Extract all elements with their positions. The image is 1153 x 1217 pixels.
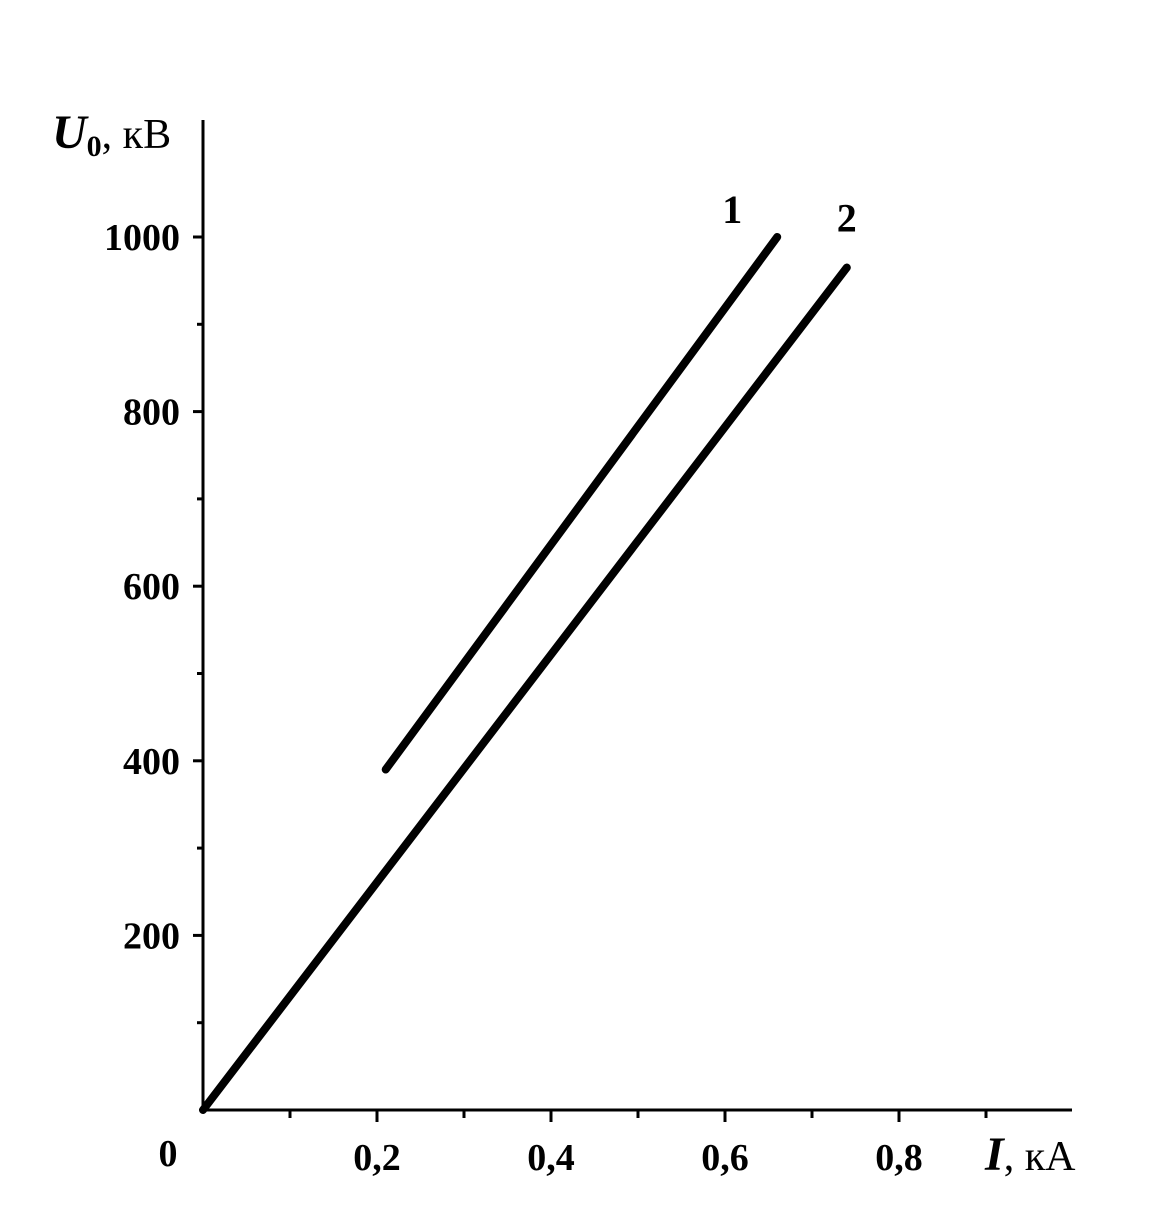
y-tick-label: 1000	[104, 217, 180, 259]
x-axis-symbol: I	[984, 1128, 1006, 1181]
ticks	[193, 235, 988, 1122]
x-tick-label: 0,2	[353, 1137, 401, 1179]
y-tick-label: 200	[123, 915, 180, 957]
series-1-line	[381, 233, 782, 774]
x-axis-unit: , кА	[1004, 1134, 1076, 1180]
x-tick-label: 0,6	[701, 1137, 749, 1179]
y-tick-label: 400	[123, 741, 180, 783]
series-1-label: 1	[722, 187, 742, 232]
y-axis-title: U0, кВ	[52, 106, 171, 163]
y-tick-label: 600	[123, 566, 180, 608]
axes	[201, 120, 1072, 1112]
origin-label: 0	[159, 1133, 178, 1175]
x-tick-label: 0,4	[527, 1137, 575, 1179]
y-axis-subscript: 0	[87, 130, 102, 163]
y-tick-label: 800	[123, 392, 180, 434]
series-2-label: 2	[837, 196, 857, 241]
x-tick-label: 0,8	[875, 1137, 923, 1179]
x-axis-title: I, кА	[984, 1128, 1076, 1181]
y-axis-unit: , кВ	[102, 112, 171, 158]
series-2-line	[199, 263, 851, 1114]
y-axis-symbol: U	[52, 106, 89, 159]
tick-labels: 0,2 0,4 0,6 0,8 200 400 600 800 1000	[104, 217, 923, 1179]
